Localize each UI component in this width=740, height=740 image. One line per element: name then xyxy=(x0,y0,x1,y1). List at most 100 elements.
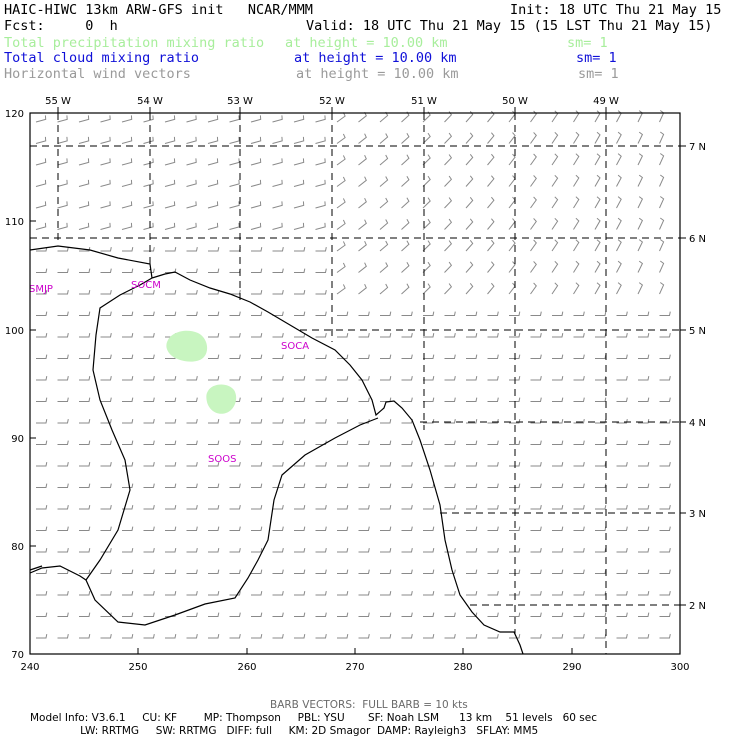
wind-barb xyxy=(444,526,456,531)
wind-barb xyxy=(186,569,198,574)
wind-barb xyxy=(487,590,499,596)
wind-barb xyxy=(487,547,499,553)
wind-barb xyxy=(659,461,671,467)
wind-barb xyxy=(551,260,559,273)
wind-barb xyxy=(380,547,392,553)
wind-barb xyxy=(294,397,306,402)
wind-barb xyxy=(294,375,306,381)
wind-barb xyxy=(294,418,306,424)
wind-barb xyxy=(509,569,521,574)
wind-barb xyxy=(509,311,521,316)
wind-barb xyxy=(100,311,112,316)
wind-barb xyxy=(487,526,499,531)
wind-barb xyxy=(122,483,134,488)
wind-barb xyxy=(143,268,155,273)
wind-barb xyxy=(466,547,478,553)
wind-barb xyxy=(423,612,435,617)
wind-barb xyxy=(294,246,306,252)
wind-barb xyxy=(659,131,665,144)
x-tick-label: 250 xyxy=(128,662,147,673)
wind-barb xyxy=(143,375,155,381)
wind-barb xyxy=(594,260,601,273)
wind-barb xyxy=(551,282,559,295)
wind-barb xyxy=(337,332,349,338)
wind-barb xyxy=(487,132,495,144)
wind-barb xyxy=(164,115,176,123)
wind-barb xyxy=(594,153,601,166)
lat-label: 4 N xyxy=(689,418,706,429)
wind-barb xyxy=(595,612,607,617)
wind-barb xyxy=(379,283,389,295)
wind-barb xyxy=(57,612,69,617)
wind-barb xyxy=(251,633,263,639)
wind-barb xyxy=(380,633,392,639)
wind-barb xyxy=(487,612,499,617)
wind-barb xyxy=(57,136,68,144)
wind-barb xyxy=(466,461,478,467)
wind-barb xyxy=(57,526,69,531)
wind-barb xyxy=(380,332,392,338)
precip-patch xyxy=(166,330,208,362)
wind-barb xyxy=(208,547,220,553)
wind-barb xyxy=(551,217,559,230)
wind-barb xyxy=(186,136,197,144)
wind-barb xyxy=(595,354,607,359)
wind-barbs xyxy=(35,110,671,639)
wind-barb xyxy=(444,197,453,209)
wind-barb xyxy=(100,397,112,402)
lon-label: 49 W xyxy=(593,96,619,107)
wind-barb xyxy=(638,311,650,316)
wind-barb xyxy=(294,483,306,488)
wind-barb xyxy=(100,115,111,123)
wind-barb xyxy=(251,483,263,488)
wind-barb xyxy=(401,590,413,596)
wind-barb xyxy=(57,222,68,230)
wind-barb xyxy=(616,633,628,639)
wind-barb xyxy=(594,196,601,209)
wind-barb xyxy=(35,201,47,209)
wind-barb xyxy=(401,240,410,252)
wind-barb xyxy=(530,590,542,596)
wind-barb xyxy=(659,397,671,402)
wind-barb xyxy=(508,218,516,230)
wind-barb xyxy=(380,311,392,316)
wind-barb xyxy=(36,461,48,467)
wind-barb xyxy=(79,547,91,553)
wind-barb xyxy=(229,440,241,445)
wind-barb xyxy=(401,547,413,553)
wind-barb xyxy=(552,504,564,510)
wind-barb xyxy=(186,418,198,424)
wind-barb xyxy=(272,222,283,230)
precip-patch xyxy=(206,384,237,414)
wind-barb xyxy=(379,176,389,187)
wind-barb xyxy=(552,483,564,488)
wind-barb xyxy=(401,526,413,531)
wind-barb xyxy=(595,633,607,639)
wind-barb xyxy=(423,311,435,316)
wind-barb xyxy=(465,132,474,144)
wind-barb xyxy=(422,154,431,166)
wind-barb xyxy=(487,354,499,359)
wind-barb xyxy=(208,461,220,467)
wind-barb xyxy=(57,332,69,338)
wind-barb xyxy=(337,397,349,402)
wind-barb xyxy=(79,440,91,445)
wind-barb xyxy=(272,418,284,424)
wind-barb xyxy=(57,201,68,209)
wind-barb xyxy=(573,633,585,639)
wind-barb xyxy=(251,397,263,402)
wind-barb xyxy=(315,483,327,488)
wind-barb xyxy=(337,440,349,445)
wind-barb xyxy=(509,504,521,510)
wind-barb xyxy=(466,397,478,402)
wind-barb xyxy=(336,155,346,166)
wind-barb xyxy=(122,375,134,381)
wind-barb xyxy=(358,354,370,359)
wind-barb xyxy=(250,158,262,166)
wind-barb xyxy=(207,136,219,144)
wind-barb xyxy=(552,547,564,553)
wind-barb xyxy=(423,590,435,596)
wind-barb xyxy=(444,569,456,574)
map-plot: SMJP SOCM SOCA SOOS 120 11 xyxy=(5,96,706,673)
wind-barb xyxy=(552,633,564,639)
